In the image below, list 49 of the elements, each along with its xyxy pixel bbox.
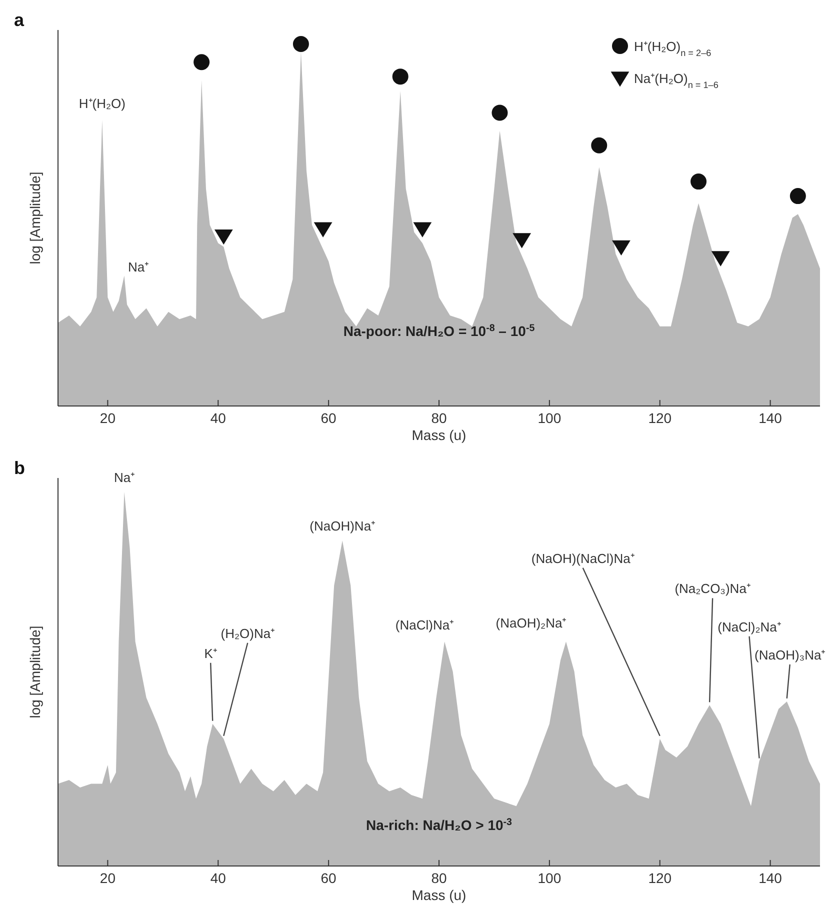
chart-title: b	[14, 458, 25, 478]
annotation: (NaOH)(NaCl)Na⁺	[531, 550, 634, 566]
legend-label: H⁺(H₂O)$_{n = 2–6}$	[634, 39, 712, 58]
point	[392, 68, 408, 85]
point	[512, 233, 532, 248]
x-tick-label: 140	[758, 410, 782, 426]
point	[690, 174, 707, 190]
annotation: (H₂O)Na⁺	[220, 626, 275, 641]
legend-label: Na⁺(H₂O)$_{n = 1–6}$	[634, 71, 718, 90]
x-tick-label: 60	[320, 870, 337, 886]
x-tick-label: 80	[431, 410, 447, 426]
annotation: (NaOH)Na⁺	[310, 518, 376, 534]
point	[194, 54, 210, 70]
annotation: (NaOH)₂Na⁺	[496, 616, 566, 631]
y-axis-title: log [Amplitude]	[27, 172, 43, 264]
chart-title: a	[14, 10, 25, 30]
point	[292, 36, 309, 52]
x-tick-label: 20	[100, 410, 116, 426]
annotation: (NaCl)₂Na⁺	[718, 619, 781, 634]
x-tick-label: 100	[538, 410, 562, 426]
x-axis-title: Mass (u)	[412, 427, 466, 443]
x-tick-label: 80	[431, 870, 447, 886]
annotation: (NaCl)Na⁺	[395, 618, 454, 633]
annotation: H⁺(H₂O)	[78, 96, 126, 112]
x-axis-title: Mass (u)	[412, 887, 466, 903]
annotation: Na-rich: Na/H₂O > 10$^{-3}$	[366, 816, 513, 833]
x-tick-label: 40	[210, 410, 226, 426]
annotation: Na⁺	[128, 260, 149, 275]
point	[612, 240, 630, 256]
point	[314, 222, 332, 238]
x-tick-label: 120	[648, 870, 672, 886]
x-tick-label: 120	[648, 410, 672, 426]
annotation: (NaOH)₃Na⁺	[754, 647, 826, 662]
x-tick-label: 140	[758, 870, 782, 886]
point	[711, 251, 730, 266]
point	[790, 188, 806, 204]
annotation: Na-poor: Na/H₂O = 10$^{-8}$ – 10$^{-5}$	[343, 322, 536, 339]
point	[591, 137, 608, 154]
point	[492, 104, 508, 121]
y-axis-title: log [Amplitude]	[27, 626, 43, 718]
annotation: (Na₂CO₃)Na⁺	[674, 581, 750, 596]
x-tick-label: 60	[320, 410, 337, 426]
annotation: Na⁺	[114, 470, 135, 485]
annotation: K⁺	[204, 646, 217, 661]
x-tick-label: 20	[100, 870, 116, 886]
x-tick-label: 40	[210, 870, 226, 886]
x-tick-label: 100	[538, 870, 562, 886]
point	[214, 229, 233, 245]
point	[413, 222, 432, 238]
